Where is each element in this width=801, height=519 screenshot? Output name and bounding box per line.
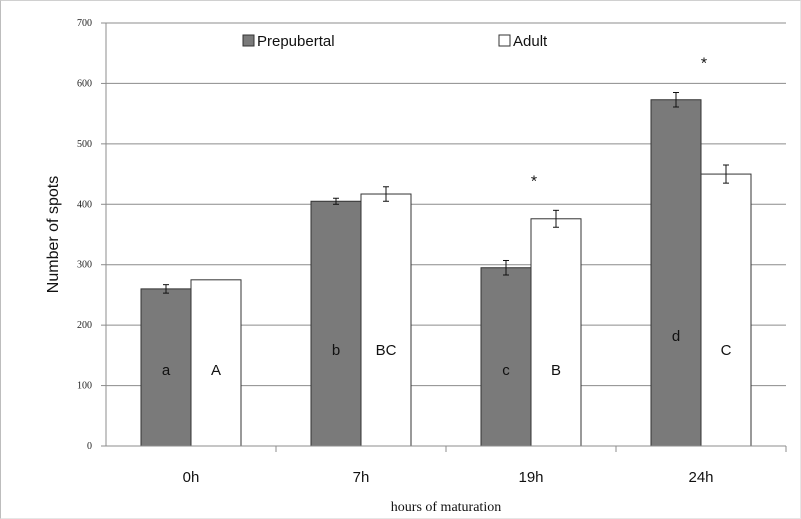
y-tick-label-300: 300 <box>77 260 92 271</box>
bar-prepubertal-7h <box>310 200 362 447</box>
x-tick-label-0h: 0h <box>183 469 200 486</box>
bar-letter-adult-0h: A <box>211 362 221 379</box>
bar-letter-adult-19h: B <box>551 362 561 379</box>
y-tick-label-400: 400 <box>77 199 92 210</box>
axes <box>101 22 787 452</box>
bar-letter-adult-7h: BC <box>376 342 397 359</box>
y-tick-label-500: 500 <box>77 139 92 150</box>
y-tick-label-0: 0 <box>87 441 92 452</box>
legend-label-prepubertal: Prepubertal <box>257 33 335 50</box>
significance-marker-24h: * <box>701 55 707 72</box>
bar-letter-prepubertal-24h: d <box>672 328 680 345</box>
y-tick-label-100: 100 <box>77 381 92 392</box>
bar-adult-19h <box>530 218 582 447</box>
legend-swatch-prepubertal <box>242 34 255 47</box>
bar-adult-7h <box>360 193 412 447</box>
bar-letter-adult-24h: C <box>721 342 732 359</box>
y-tick-label-600: 600 <box>77 78 92 89</box>
bar-prepubertal-19h <box>480 267 532 447</box>
bar-letter-prepubertal-0h: a <box>162 362 171 379</box>
legend-swatch-adult <box>498 34 511 47</box>
bars <box>140 99 752 447</box>
bar-prepubertal-24h <box>650 99 702 447</box>
y-tick-label-700: 700 <box>77 18 92 29</box>
x-axis-label: hours of maturation <box>391 500 501 515</box>
significance-marker-19h: * <box>531 173 537 190</box>
x-tick-label-19h: 19h <box>518 469 543 486</box>
bar-adult-0h <box>190 279 242 447</box>
labels: 0 100 200 300 400 500 600 700 a A 0h b BC 7h c B * 19h d C *… <box>45 18 732 515</box>
bar-letter-prepubertal-7h: b <box>332 342 340 359</box>
error-bars <box>163 91 729 294</box>
x-tick-label-7h: 7h <box>353 469 370 486</box>
y-axis-label: Number of spots <box>45 176 62 293</box>
bar-adult-24h <box>700 173 752 447</box>
x-tick-label-24h: 24h <box>688 469 713 486</box>
legend-label-adult: Adult <box>513 33 548 50</box>
bar-letter-prepubertal-19h: c <box>502 362 510 379</box>
y-tick-label-200: 200 <box>77 320 92 331</box>
